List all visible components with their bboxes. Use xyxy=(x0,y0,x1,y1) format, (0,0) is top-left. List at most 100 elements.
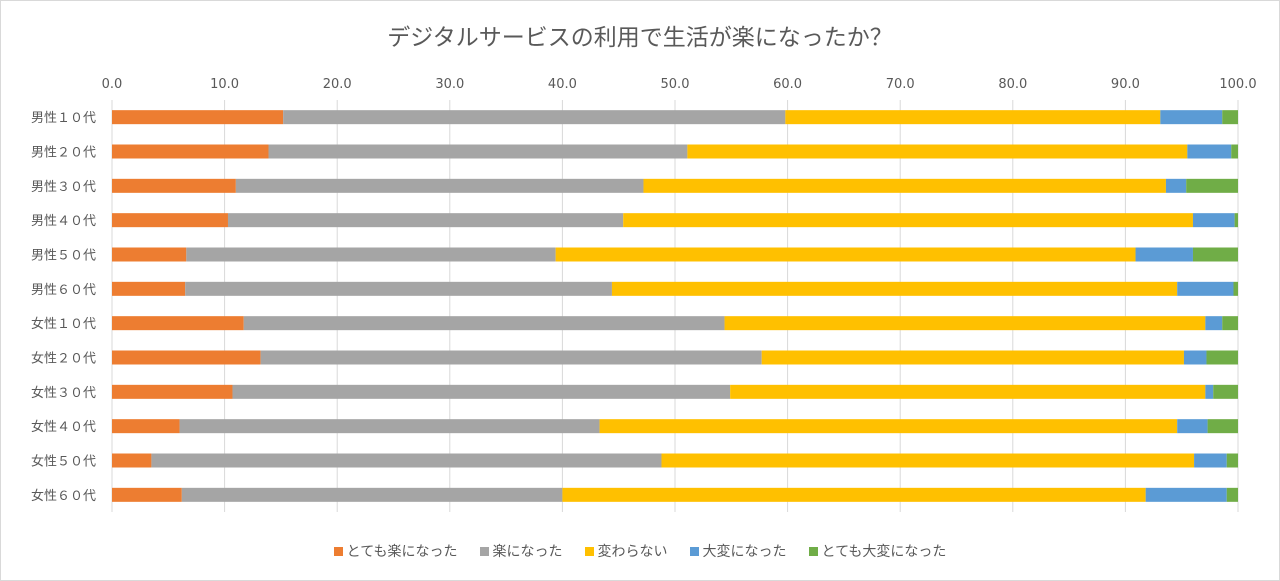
bar-segment xyxy=(730,384,1206,399)
legend-label: 変わらない xyxy=(597,544,668,560)
bar-segment xyxy=(235,178,644,193)
legend-item: 変わらない xyxy=(584,541,668,561)
bar-segment xyxy=(1192,247,1238,262)
gridlines xyxy=(111,100,1239,512)
x-tick-label: 20.0 xyxy=(323,77,352,92)
legend-item: 楽になった xyxy=(479,541,563,561)
category-label: 女性３０代 xyxy=(31,385,96,401)
bar-segment xyxy=(243,316,725,331)
bar-segment xyxy=(186,247,556,262)
x-tick-label: 80.0 xyxy=(998,77,1027,92)
bar-segment xyxy=(785,110,1161,125)
bar-segment xyxy=(112,419,180,434)
legend: とても楽になった 楽になった 変わらない 大変になった とても大変になった xyxy=(0,541,1280,561)
bar-segment xyxy=(623,213,1193,228)
bar-segment xyxy=(112,247,187,262)
bar-segment xyxy=(1160,110,1223,125)
legend-label: 大変になった xyxy=(702,544,787,560)
bar-segment xyxy=(151,453,662,468)
bar-segment xyxy=(1222,110,1238,125)
bar-segment xyxy=(112,453,152,468)
bar-segment xyxy=(112,178,236,193)
bar-segment xyxy=(1234,213,1238,228)
x-tick-label: 90.0 xyxy=(1111,77,1140,92)
legend-swatch xyxy=(689,546,699,556)
bar-segment xyxy=(1186,178,1238,193)
bar-segment xyxy=(599,419,1178,434)
bar-segment xyxy=(1226,487,1238,502)
legend-label: 楽になった xyxy=(492,544,563,560)
bar-segment xyxy=(1177,419,1208,434)
bar-segment xyxy=(1207,419,1238,434)
bar-segment xyxy=(1231,144,1238,159)
bar-segment xyxy=(687,144,1188,159)
category-label: 女性６０代 xyxy=(31,488,96,504)
bar-segment xyxy=(283,110,786,125)
legend-item: 大変になった xyxy=(689,541,787,561)
x-tick-label: 10.0 xyxy=(210,77,239,92)
bar-segment xyxy=(181,487,563,502)
bar-segment xyxy=(1205,384,1214,399)
category-label: 男性５０代 xyxy=(31,249,96,264)
bar-segment xyxy=(1233,281,1238,296)
bar-segment xyxy=(112,384,233,399)
legend-swatch xyxy=(584,546,594,556)
bar-segment xyxy=(1222,316,1238,331)
bar-segment xyxy=(1206,350,1238,365)
x-tick-label: 100.0 xyxy=(1219,77,1256,92)
bar-segment xyxy=(232,384,731,399)
bar-segment xyxy=(1177,281,1234,296)
legend-item: とても楽になった xyxy=(333,541,458,561)
bar-segment xyxy=(1165,178,1187,193)
bar-segment xyxy=(112,350,261,365)
x-tick-label: 30.0 xyxy=(435,77,464,92)
bar-segment xyxy=(1187,144,1232,159)
bar-segment xyxy=(611,281,1178,296)
category-label: 女性５０代 xyxy=(31,454,96,470)
legend-label: とても楽になった xyxy=(346,544,458,560)
bar-segment xyxy=(112,213,228,228)
bar-segment xyxy=(1145,487,1227,502)
bar-segment xyxy=(1194,453,1227,468)
bar-segments xyxy=(112,110,1238,502)
bar-segment xyxy=(724,316,1206,331)
category-label: 男性４０代 xyxy=(31,214,96,229)
bar-segment xyxy=(761,350,1184,365)
bar-segment xyxy=(1135,247,1193,262)
x-tick-labels: 0.0 10.0 20.0 30.0 40.0 50.0 60.0 70.0 80.0 90.0 1… xyxy=(102,77,1257,92)
x-tick-label: 70.0 xyxy=(886,77,915,92)
x-tick-label: 40.0 xyxy=(548,77,577,92)
bar-segment xyxy=(112,281,186,296)
bar-segment xyxy=(1205,316,1223,331)
bar-segment xyxy=(1183,350,1207,365)
bar-segment xyxy=(1226,453,1238,468)
bar-segment xyxy=(112,144,269,159)
category-label: 男性２０代 xyxy=(31,146,96,161)
bar-segment xyxy=(1192,213,1235,228)
category-label: 女性１０代 xyxy=(31,316,96,332)
legend-label: とても大変になった xyxy=(821,544,947,560)
bar-segment xyxy=(112,110,284,125)
bar-segment xyxy=(1213,384,1238,399)
category-label: 男性６０代 xyxy=(31,283,96,298)
bar-segment xyxy=(179,419,600,434)
bar-segment xyxy=(185,281,612,296)
category-labels: 男性１０代男性２０代男性３０代男性４０代男性５０代男性６０代女性１０代女性２０代… xyxy=(31,111,96,504)
category-label: 男性３０代 xyxy=(31,180,96,195)
bar-segment xyxy=(555,247,1136,262)
bar-segment xyxy=(661,453,1195,468)
bar-segment xyxy=(112,316,244,331)
x-tick-label: 50.0 xyxy=(661,77,690,92)
category-label: 女性２０代 xyxy=(31,351,96,367)
legend-swatch xyxy=(808,546,818,556)
bar-segment xyxy=(112,487,182,502)
x-tick-label: 0.0 xyxy=(102,77,123,92)
x-tick-label: 60.0 xyxy=(773,77,802,92)
legend-swatch xyxy=(479,546,489,556)
category-label: 女性４０代 xyxy=(31,419,96,435)
chart-title: デジタルサービスの利用で生活が楽になったか？ xyxy=(387,25,893,51)
legend-item: とても大変になった xyxy=(808,541,947,561)
category-label: 男性１０代 xyxy=(31,111,96,126)
bar-segment xyxy=(260,350,762,365)
